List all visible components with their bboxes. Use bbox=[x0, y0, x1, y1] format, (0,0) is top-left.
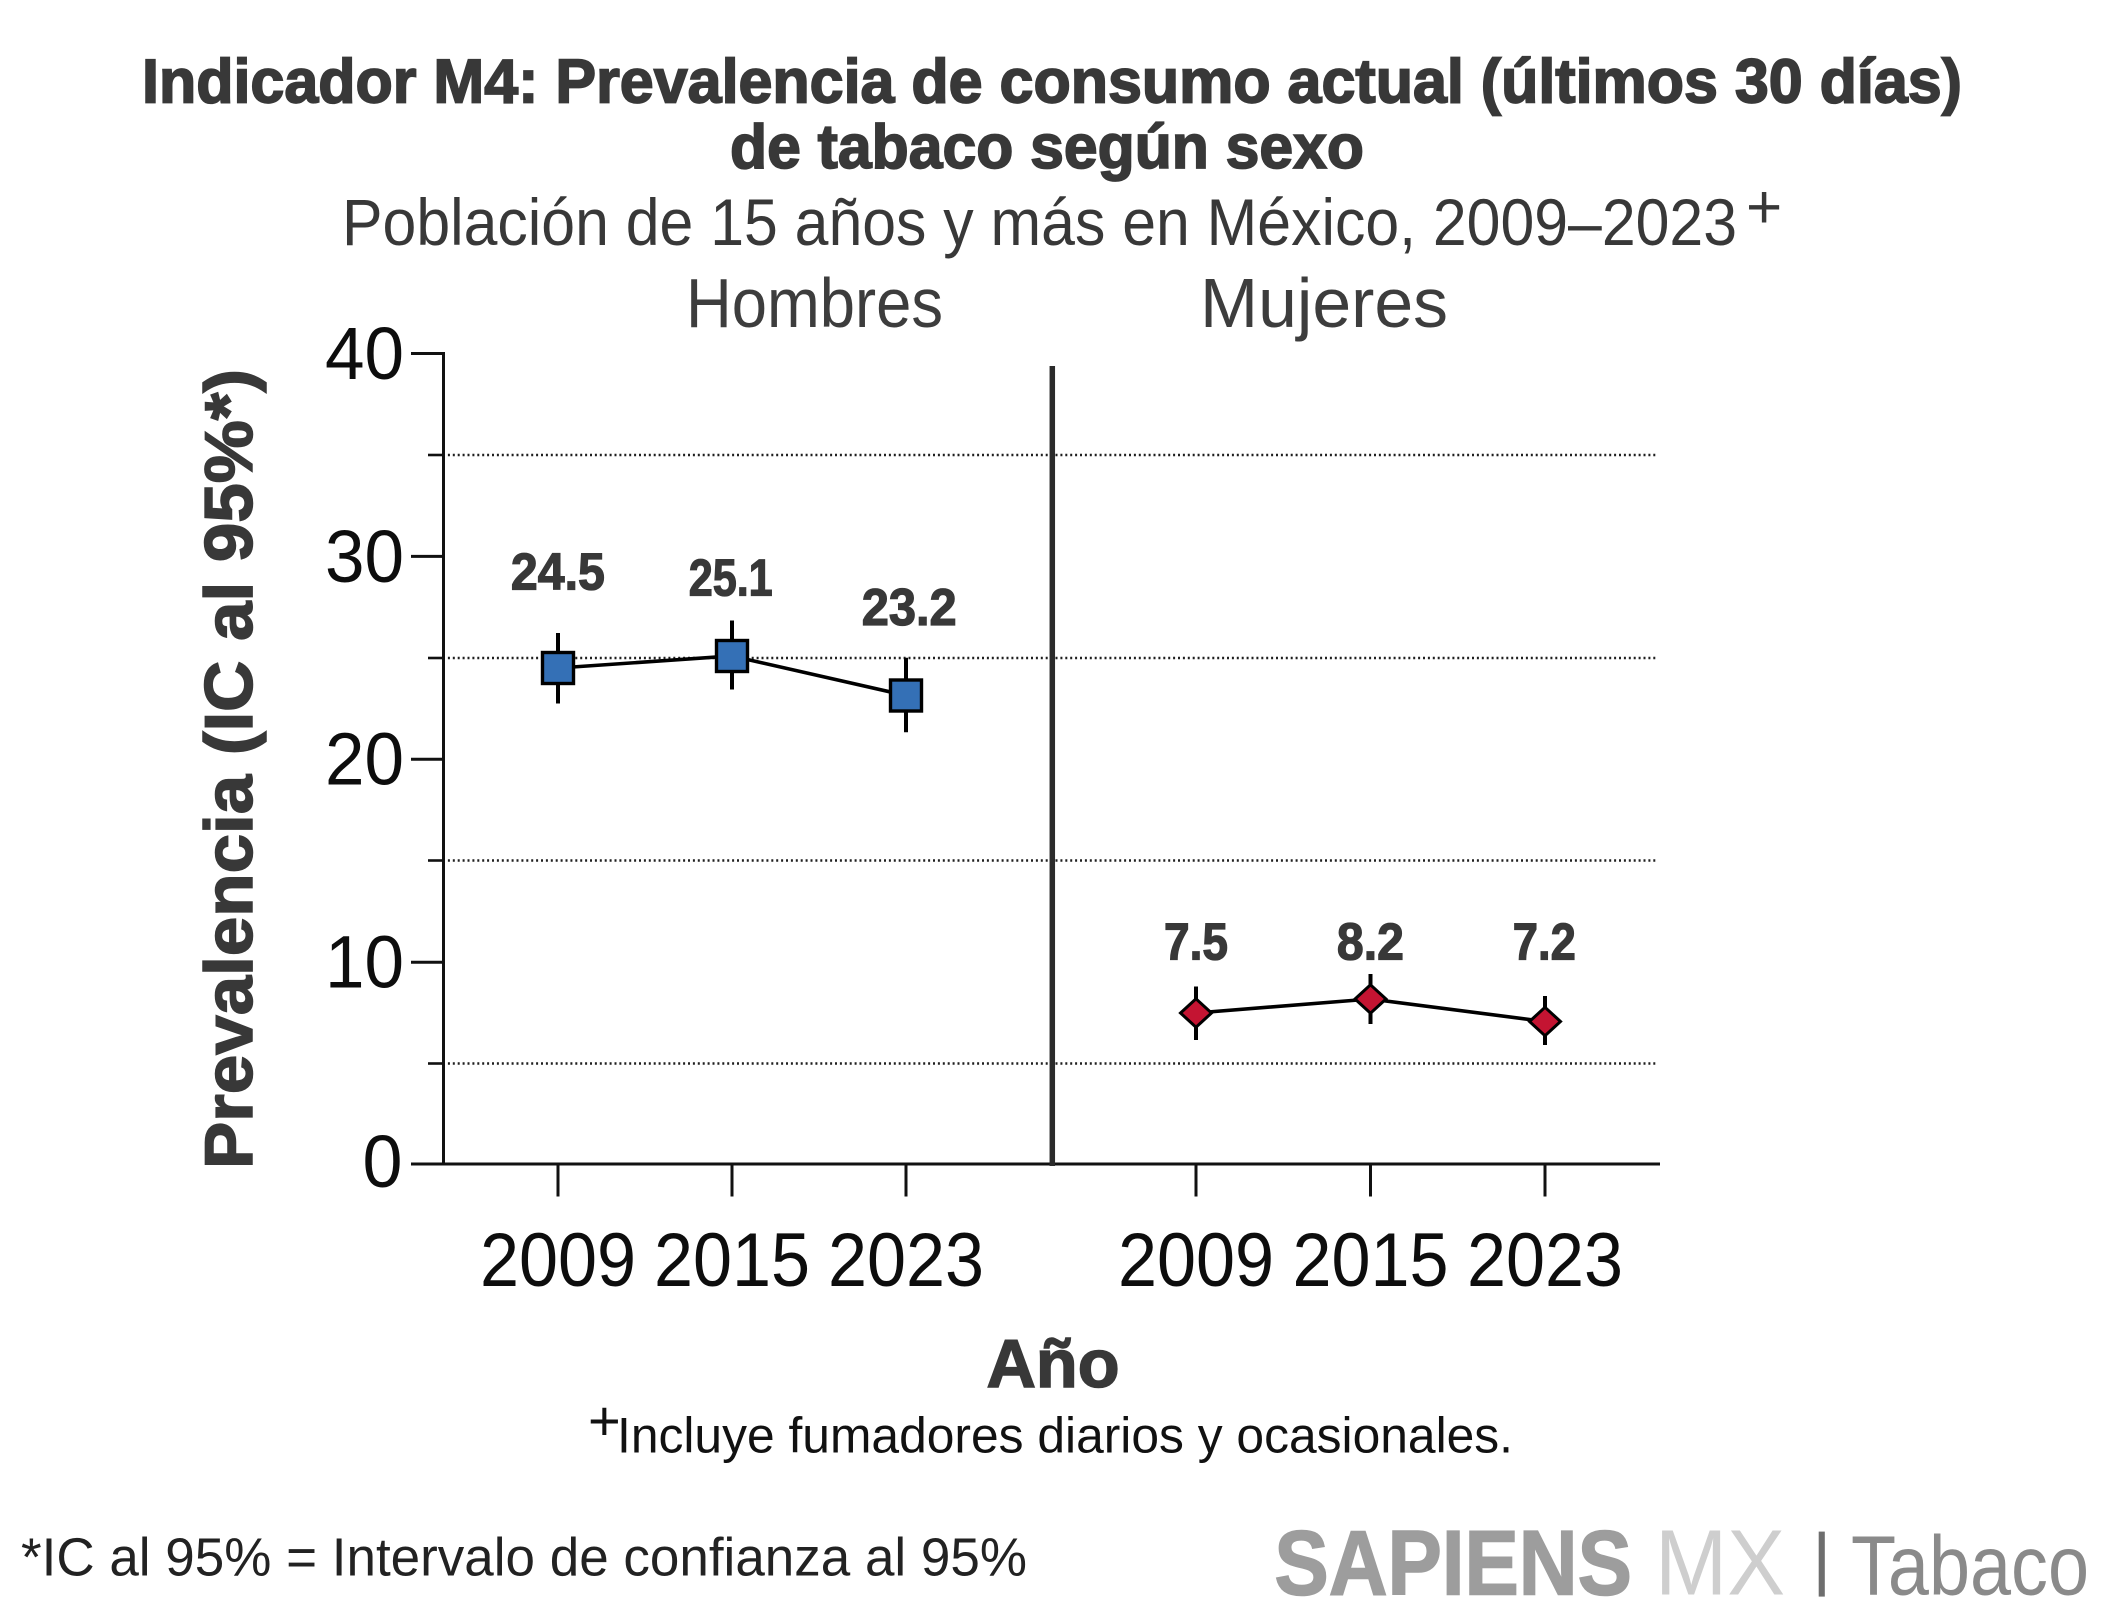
svg-text:2015: 2015 bbox=[654, 1218, 810, 1303]
svg-text:40: 40 bbox=[325, 312, 404, 395]
svg-text:MX: MX bbox=[1655, 1511, 1785, 1615]
svg-text:7.5: 7.5 bbox=[1164, 913, 1228, 971]
svg-text:7.2: 7.2 bbox=[1513, 913, 1576, 971]
svg-text:2009: 2009 bbox=[1118, 1218, 1274, 1303]
svg-text:Hombres: Hombres bbox=[686, 264, 943, 342]
svg-text:Mujeres: Mujeres bbox=[1200, 264, 1448, 342]
svg-text:+: + bbox=[1746, 173, 1782, 242]
svg-text:Tabaco: Tabaco bbox=[1851, 1519, 2089, 1613]
svg-text:2015: 2015 bbox=[1293, 1218, 1449, 1303]
svg-text:Indicador M4: Prevalencia de c: Indicador M4: Prevalencia de consumo act… bbox=[142, 48, 1962, 117]
svg-text:10: 10 bbox=[325, 920, 404, 1003]
svg-text:23.2: 23.2 bbox=[862, 579, 957, 637]
svg-text:Prevalencia (IC al 95%*): Prevalencia (IC al 95%*) bbox=[191, 369, 267, 1169]
svg-text:25.1: 25.1 bbox=[689, 550, 773, 608]
svg-text:24.5: 24.5 bbox=[511, 543, 605, 601]
svg-text:Año: Año bbox=[987, 1326, 1120, 1402]
svg-text:+: + bbox=[588, 1389, 621, 1452]
svg-text:SAPIENS: SAPIENS bbox=[1274, 1513, 1632, 1615]
svg-text:8.2: 8.2 bbox=[1337, 913, 1404, 971]
svg-text:2023: 2023 bbox=[828, 1218, 984, 1303]
svg-text:*IC al 95% = Intervalo de conf: *IC al 95% = Intervalo de confianza al 9… bbox=[21, 1528, 1027, 1588]
svg-text:20: 20 bbox=[325, 718, 404, 801]
svg-text:30: 30 bbox=[325, 515, 404, 598]
svg-text:2023: 2023 bbox=[1467, 1218, 1623, 1303]
svg-text:0: 0 bbox=[363, 1120, 403, 1203]
svg-text:Población de 15 años y más en: Población de 15 años y más en México, 20… bbox=[342, 185, 1737, 259]
svg-text:Incluye fumadores diarios y oc: Incluye fumadores diarios y ocasionales. bbox=[617, 1407, 1513, 1463]
svg-text:de tabaco según sexo: de tabaco según sexo bbox=[730, 113, 1364, 182]
svg-text:2009: 2009 bbox=[480, 1218, 636, 1303]
